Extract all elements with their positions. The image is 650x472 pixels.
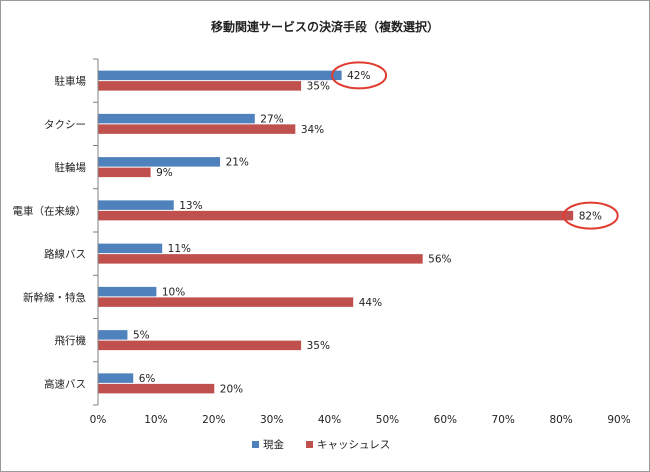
category-label: 飛行機 bbox=[55, 334, 87, 347]
category-label: 新幹線・特急 bbox=[23, 291, 86, 304]
data-label: 10% bbox=[162, 286, 185, 298]
chart-title: 移動関連サービスの決済手段（複数選択） bbox=[211, 19, 439, 34]
data-label: 27% bbox=[260, 113, 283, 125]
data-label: 35% bbox=[307, 81, 330, 93]
bar-cash bbox=[98, 70, 342, 81]
category-label: タクシー bbox=[44, 119, 86, 131]
bar-cash bbox=[98, 373, 134, 383]
data-label: 44% bbox=[359, 297, 382, 309]
bar-cashless bbox=[98, 297, 354, 307]
data-label: 11% bbox=[168, 243, 191, 255]
highlight-ellipse bbox=[331, 61, 388, 90]
bar-cashless bbox=[98, 124, 296, 134]
data-label: 20% bbox=[220, 383, 243, 395]
data-label: 42% bbox=[347, 70, 370, 82]
data-label: 6% bbox=[139, 373, 156, 385]
category-label: 電車（在来線） bbox=[13, 204, 87, 217]
legend-swatch bbox=[306, 441, 313, 448]
bar-cashless bbox=[98, 210, 574, 221]
bar-cash bbox=[98, 113, 255, 124]
x-tick-label: 60% bbox=[434, 414, 457, 426]
bar-cashless bbox=[98, 383, 215, 394]
data-label: 82% bbox=[579, 210, 602, 222]
x-tick-label: 20% bbox=[202, 414, 225, 426]
bar-cash bbox=[98, 157, 221, 167]
category-label: 高速バス bbox=[44, 377, 86, 390]
x-tick-label: 80% bbox=[549, 414, 572, 426]
x-tick-label: 70% bbox=[492, 414, 515, 426]
legend-swatch bbox=[252, 441, 259, 448]
bar-cash bbox=[98, 286, 157, 297]
data-label: 35% bbox=[307, 340, 330, 352]
x-tick-label: 10% bbox=[144, 414, 167, 426]
category-label: 駐車場 bbox=[55, 75, 87, 88]
bar-cash bbox=[98, 243, 163, 254]
bar-cashless bbox=[98, 167, 151, 178]
bar-cashless bbox=[98, 340, 302, 351]
data-label: 21% bbox=[226, 157, 249, 169]
x-tick-label: 30% bbox=[260, 414, 283, 426]
x-tick-label: 0% bbox=[90, 414, 107, 426]
data-label: 56% bbox=[428, 254, 451, 266]
category-label: 駐輪場 bbox=[55, 161, 87, 174]
category-label: 路線バス bbox=[44, 248, 86, 261]
x-tick-label: 50% bbox=[376, 414, 399, 426]
x-tick-label: 90% bbox=[607, 414, 630, 426]
data-label: 9% bbox=[156, 167, 173, 179]
data-label: 34% bbox=[301, 124, 324, 136]
x-tick-label: 40% bbox=[318, 414, 341, 426]
data-label: 5% bbox=[133, 330, 150, 342]
legend-label: 現金 bbox=[263, 438, 284, 451]
highlight-ellipse bbox=[562, 201, 619, 230]
bar-cashless bbox=[98, 81, 302, 91]
bar-cashless bbox=[98, 254, 423, 264]
bar-cash bbox=[98, 200, 174, 210]
bar-cash bbox=[98, 330, 128, 340]
legend-label: キャッシュレス bbox=[317, 439, 390, 451]
data-label: 13% bbox=[179, 200, 202, 212]
